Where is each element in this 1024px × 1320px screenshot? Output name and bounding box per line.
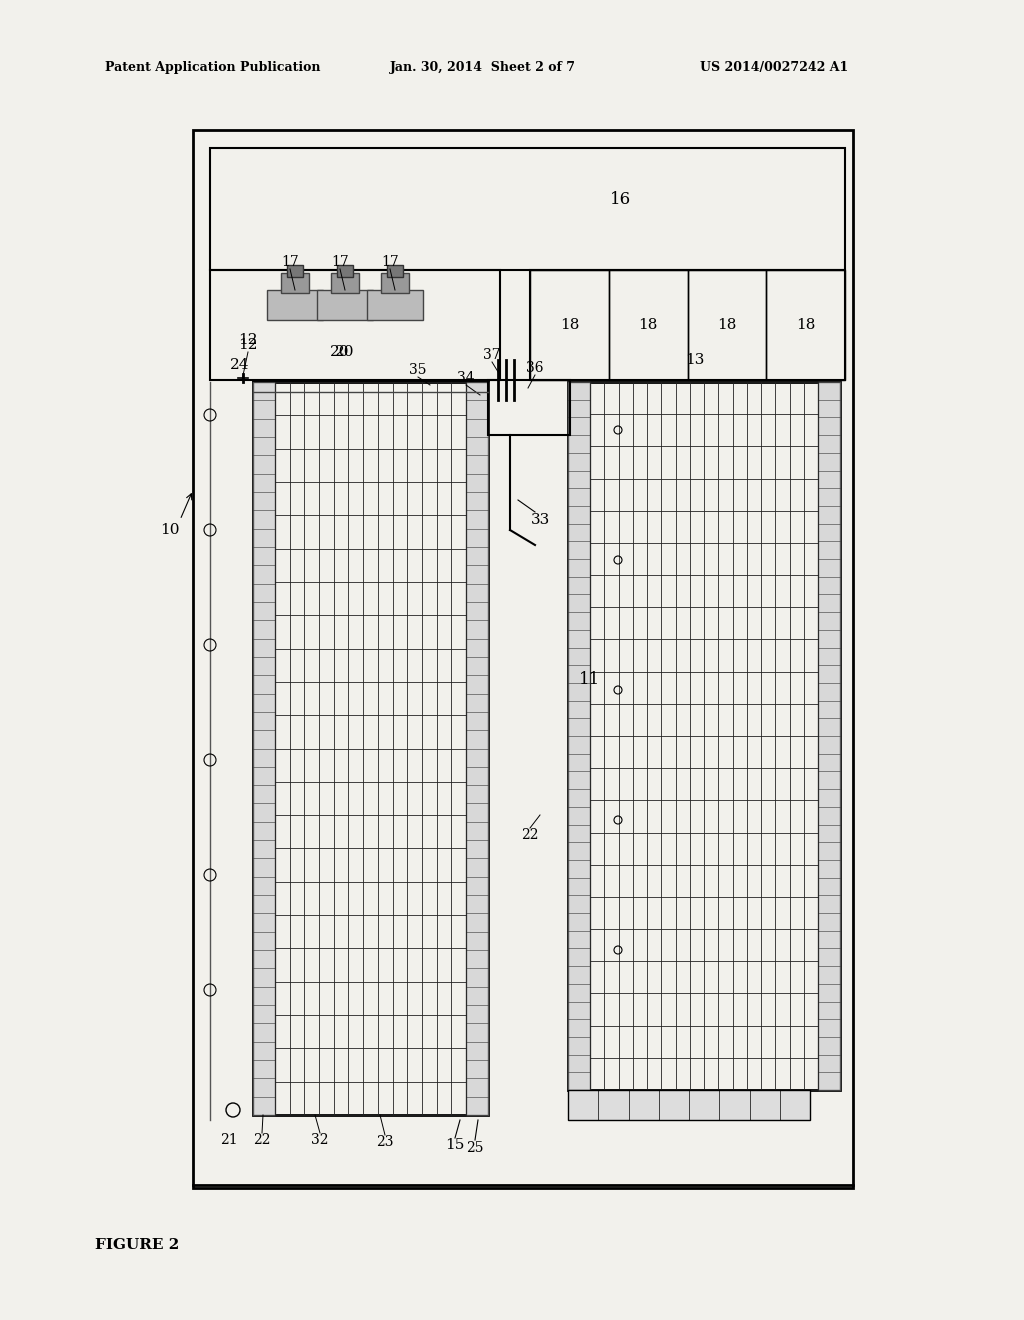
Bar bbox=[337, 265, 353, 277]
Text: 13: 13 bbox=[685, 352, 705, 367]
Text: 17: 17 bbox=[381, 255, 399, 269]
Text: 12: 12 bbox=[239, 338, 258, 352]
Bar bbox=[331, 273, 359, 293]
Bar bbox=[818, 381, 840, 1090]
Text: 22: 22 bbox=[521, 828, 539, 842]
Bar bbox=[530, 271, 845, 380]
Text: 16: 16 bbox=[609, 191, 631, 209]
Text: 18: 18 bbox=[717, 318, 736, 333]
Bar bbox=[267, 290, 323, 319]
Bar bbox=[193, 129, 853, 1188]
Bar bbox=[381, 273, 409, 293]
Text: 37: 37 bbox=[483, 348, 501, 362]
Text: 36: 36 bbox=[526, 360, 544, 375]
Text: 21: 21 bbox=[220, 1133, 238, 1147]
Text: 15: 15 bbox=[445, 1138, 465, 1152]
Bar bbox=[568, 381, 840, 1090]
Bar bbox=[466, 381, 488, 1115]
Text: FIGURE 2: FIGURE 2 bbox=[95, 1238, 179, 1251]
Text: 18: 18 bbox=[638, 318, 657, 333]
Text: US 2014/0027242 A1: US 2014/0027242 A1 bbox=[700, 62, 848, 74]
Text: 23: 23 bbox=[376, 1135, 394, 1148]
Bar bbox=[253, 381, 275, 1115]
Text: 20: 20 bbox=[335, 345, 354, 359]
Text: 17: 17 bbox=[282, 255, 299, 269]
Text: 33: 33 bbox=[530, 513, 550, 527]
Bar bbox=[387, 265, 403, 277]
Bar bbox=[210, 271, 500, 380]
Bar bbox=[317, 290, 373, 319]
Bar bbox=[287, 265, 303, 277]
Text: Jan. 30, 2014  Sheet 2 of 7: Jan. 30, 2014 Sheet 2 of 7 bbox=[390, 62, 575, 74]
Bar bbox=[210, 148, 845, 271]
Bar bbox=[608, 271, 687, 380]
Text: 18: 18 bbox=[796, 318, 815, 333]
Bar bbox=[367, 290, 423, 319]
Text: 17: 17 bbox=[331, 255, 349, 269]
Text: 34: 34 bbox=[457, 371, 475, 385]
Text: 24: 24 bbox=[230, 358, 250, 372]
Text: 11: 11 bbox=[580, 672, 601, 689]
Text: 18: 18 bbox=[560, 318, 579, 333]
Text: 25: 25 bbox=[466, 1140, 483, 1155]
Text: Patent Application Publication: Patent Application Publication bbox=[105, 62, 321, 74]
Text: 35: 35 bbox=[410, 363, 427, 378]
Text: 20: 20 bbox=[331, 345, 350, 359]
Bar bbox=[530, 271, 608, 380]
Bar bbox=[488, 380, 570, 436]
Text: 22: 22 bbox=[253, 1133, 270, 1147]
Text: 32: 32 bbox=[311, 1133, 329, 1147]
Bar bbox=[766, 271, 845, 380]
Bar bbox=[568, 381, 590, 1090]
Bar bbox=[687, 271, 766, 380]
Text: 10: 10 bbox=[160, 523, 180, 537]
Bar bbox=[281, 273, 309, 293]
Bar bbox=[253, 381, 488, 1115]
Bar bbox=[568, 1090, 810, 1119]
Text: 12: 12 bbox=[239, 333, 258, 347]
